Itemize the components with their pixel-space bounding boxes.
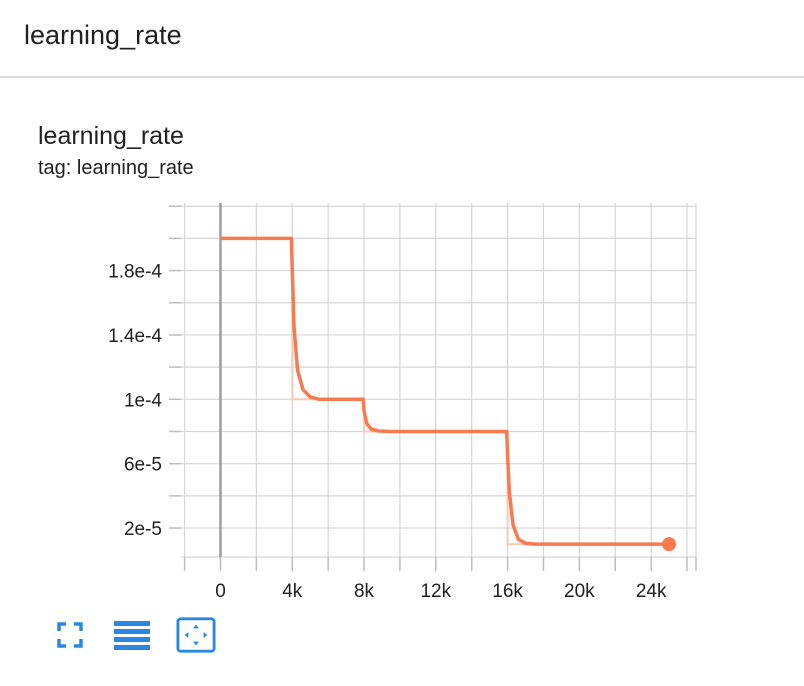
y-tick-marks xyxy=(169,205,181,529)
page-header: learning_rate xyxy=(0,0,804,78)
chart-card-tag: tag: learning_rate xyxy=(38,157,194,179)
x-tick-label: 24k xyxy=(636,581,667,602)
vertical-grid xyxy=(183,203,697,557)
fit-domain-icon xyxy=(176,617,216,653)
raw-series-line xyxy=(220,237,670,546)
y-tick-label: 1.4e-4 xyxy=(108,326,162,347)
x-tick-label: 0 xyxy=(215,581,226,602)
y-tick-label: 1.8e-4 xyxy=(108,262,162,283)
x-tick-marks xyxy=(183,557,697,571)
fullscreen-button[interactable] xyxy=(50,616,90,654)
y-tick-label: 1e-4 xyxy=(124,390,162,411)
x-tick-labels: 0 4k 8k 12k 16k 20k 24k xyxy=(215,581,667,602)
last-value-point[interactable] xyxy=(662,537,677,552)
y-tick-labels: 2e-5 6e-5 1e-4 1.4e-4 1.8e-4 xyxy=(108,262,162,540)
fit-domain-button[interactable] xyxy=(176,616,216,654)
chart-card-title: learning_rate xyxy=(38,122,184,150)
x-tick-label: 16k xyxy=(492,581,523,602)
y-tick-label: 6e-5 xyxy=(124,455,162,476)
list-icon xyxy=(114,621,150,650)
y-tick-label: 2e-5 xyxy=(124,519,162,540)
smoothed-series-line[interactable] xyxy=(220,236,670,546)
chart-toolbar xyxy=(50,616,250,656)
horizontal-grid xyxy=(181,205,696,558)
x-tick-label: 20k xyxy=(564,581,595,602)
x-tick-label: 8k xyxy=(354,581,375,602)
fullscreen-icon xyxy=(57,622,83,648)
x-tick-label: 4k xyxy=(282,581,303,602)
toggle-y-log-button[interactable] xyxy=(112,616,152,654)
x-tick-label: 12k xyxy=(420,581,451,602)
page-title: learning_rate xyxy=(24,20,182,50)
